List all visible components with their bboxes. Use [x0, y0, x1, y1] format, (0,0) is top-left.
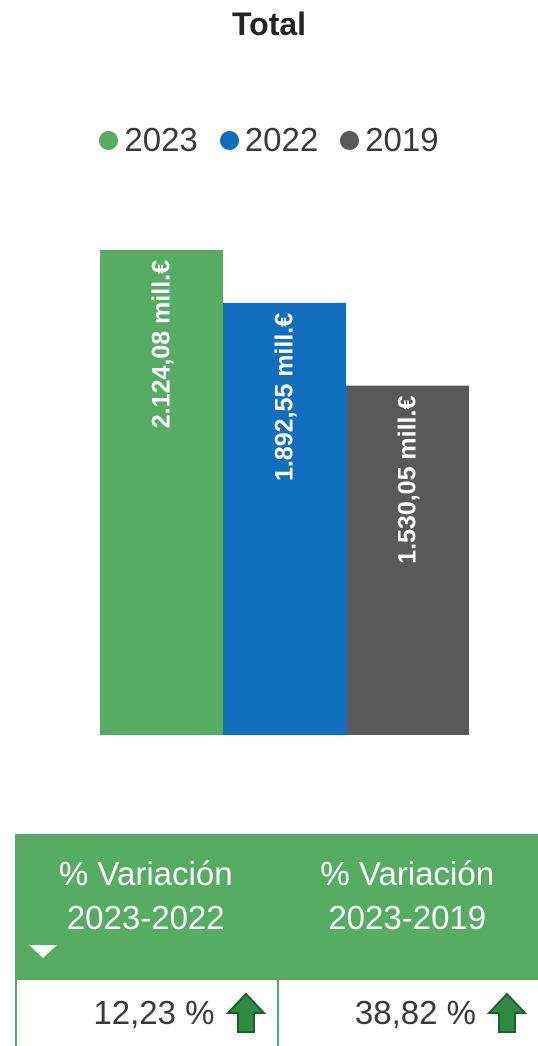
variation-cell-2023-2022: 12,23 % [15, 980, 279, 1046]
variation-table: % Variación 2023-2022 % Variación 2023-2… [15, 834, 538, 1046]
chart-legend: 2023 2022 2019 [0, 120, 538, 160]
bar-2019[interactable] [346, 385, 469, 735]
legend-item-2022[interactable]: 2022 [219, 121, 319, 159]
variation-table-header: % Variación 2023-2022 % Variación 2023-2… [15, 834, 538, 980]
bar-2022[interactable] [223, 302, 346, 735]
bar-data-label: 1.892,55 mill.€ [271, 313, 299, 481]
table-row: 12,23 % 38,82 % [15, 980, 538, 1046]
variation-header-2023-2022[interactable]: % Variación 2023-2022 [58, 855, 233, 936]
up-arrow-icon [225, 992, 266, 1033]
legend-dot-icon [340, 130, 360, 150]
legend-item-2019[interactable]: 2019 [340, 121, 439, 159]
bar-2023[interactable] [100, 250, 223, 735]
legend-dot-icon [219, 130, 239, 150]
bar-data-label: 2.124,08 mill.€ [148, 260, 176, 428]
legend-label: 2022 [244, 121, 319, 158]
bar-data-label: 1.530,05 mill.€ [394, 396, 422, 564]
bar-chart: 2.124,08 mill.€ 1.892,55 mill.€ 1.530,05 m… [100, 250, 469, 735]
variation-value: 12,23 % [93, 994, 215, 1031]
legend-dot-icon [99, 130, 119, 150]
legend-item-2023[interactable]: 2023 [99, 121, 198, 159]
sort-descending-icon[interactable] [29, 945, 57, 958]
legend-label: 2023 [124, 121, 198, 158]
variation-cell-2023-2019: 38,82 % [279, 980, 538, 1046]
chart-title: Total [231, 6, 307, 42]
legend-label: 2019 [365, 121, 439, 158]
up-arrow-icon [486, 992, 528, 1033]
variation-header-2023-2019[interactable]: % Variación 2023-2019 [320, 855, 495, 936]
variation-value: 38,82 % [354, 994, 476, 1031]
